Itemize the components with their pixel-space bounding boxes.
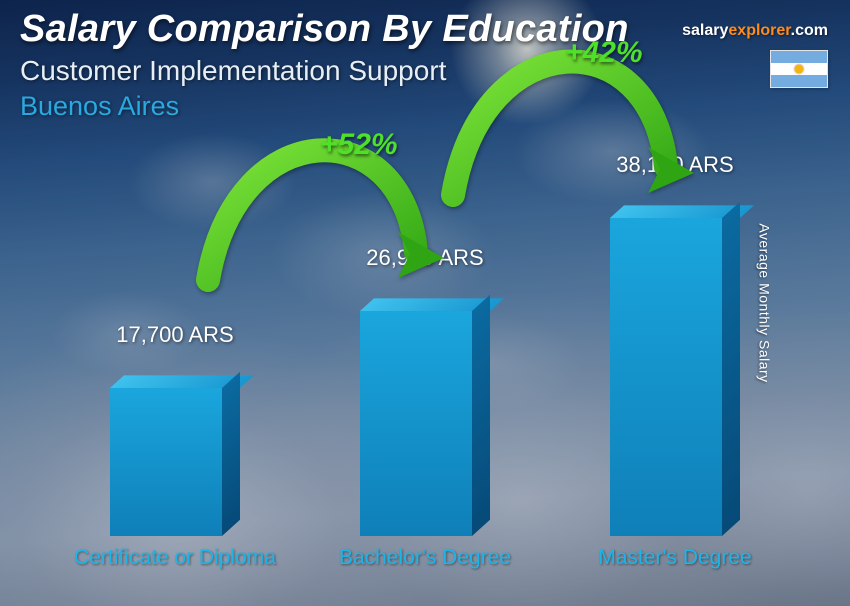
infographic-canvas: Salary Comparison By Education Customer … [0, 0, 850, 606]
flag-stripe-mid [771, 63, 827, 75]
increase-arrow: +52% [190, 120, 450, 300]
bar-slot: 38,100 ARSMaster's Degree [585, 218, 765, 536]
brand-suffix: .com [791, 22, 828, 39]
bar-side-face [472, 295, 490, 536]
flag-stripe-top [771, 51, 827, 63]
bar-3d [110, 388, 240, 536]
bar-slot: 17,700 ARSCertificate or Diploma [85, 388, 265, 536]
increase-percent-label: +42% [565, 36, 643, 70]
bar-front-face [110, 388, 222, 536]
bar-side-face [722, 202, 740, 536]
brand-mid: explorer [728, 22, 790, 39]
bar-3d [360, 311, 490, 536]
bar-front-face [610, 218, 722, 536]
increase-arrow: +42% [435, 30, 700, 215]
flag-sun-icon [795, 65, 804, 74]
bar-category-label: Certificate or Diploma [65, 546, 285, 571]
bar-category-label: Master's Degree [565, 546, 785, 571]
bar-side-face [222, 372, 240, 536]
bar-3d [610, 218, 740, 536]
bar-chart: 17,700 ARSCertificate or Diploma26,900 A… [50, 150, 780, 588]
bar-front-face [360, 311, 472, 536]
brand-logo: salaryexplorer.com [682, 22, 828, 40]
increase-percent-label: +52% [320, 128, 398, 162]
flag-stripe-bottom [771, 75, 827, 87]
bar-slot: 26,900 ARSBachelor's Degree [335, 311, 515, 536]
bar-category-label: Bachelor's Degree [315, 546, 535, 571]
bar-value-label: 17,700 ARS [65, 322, 285, 348]
country-flag-icon [770, 50, 828, 88]
